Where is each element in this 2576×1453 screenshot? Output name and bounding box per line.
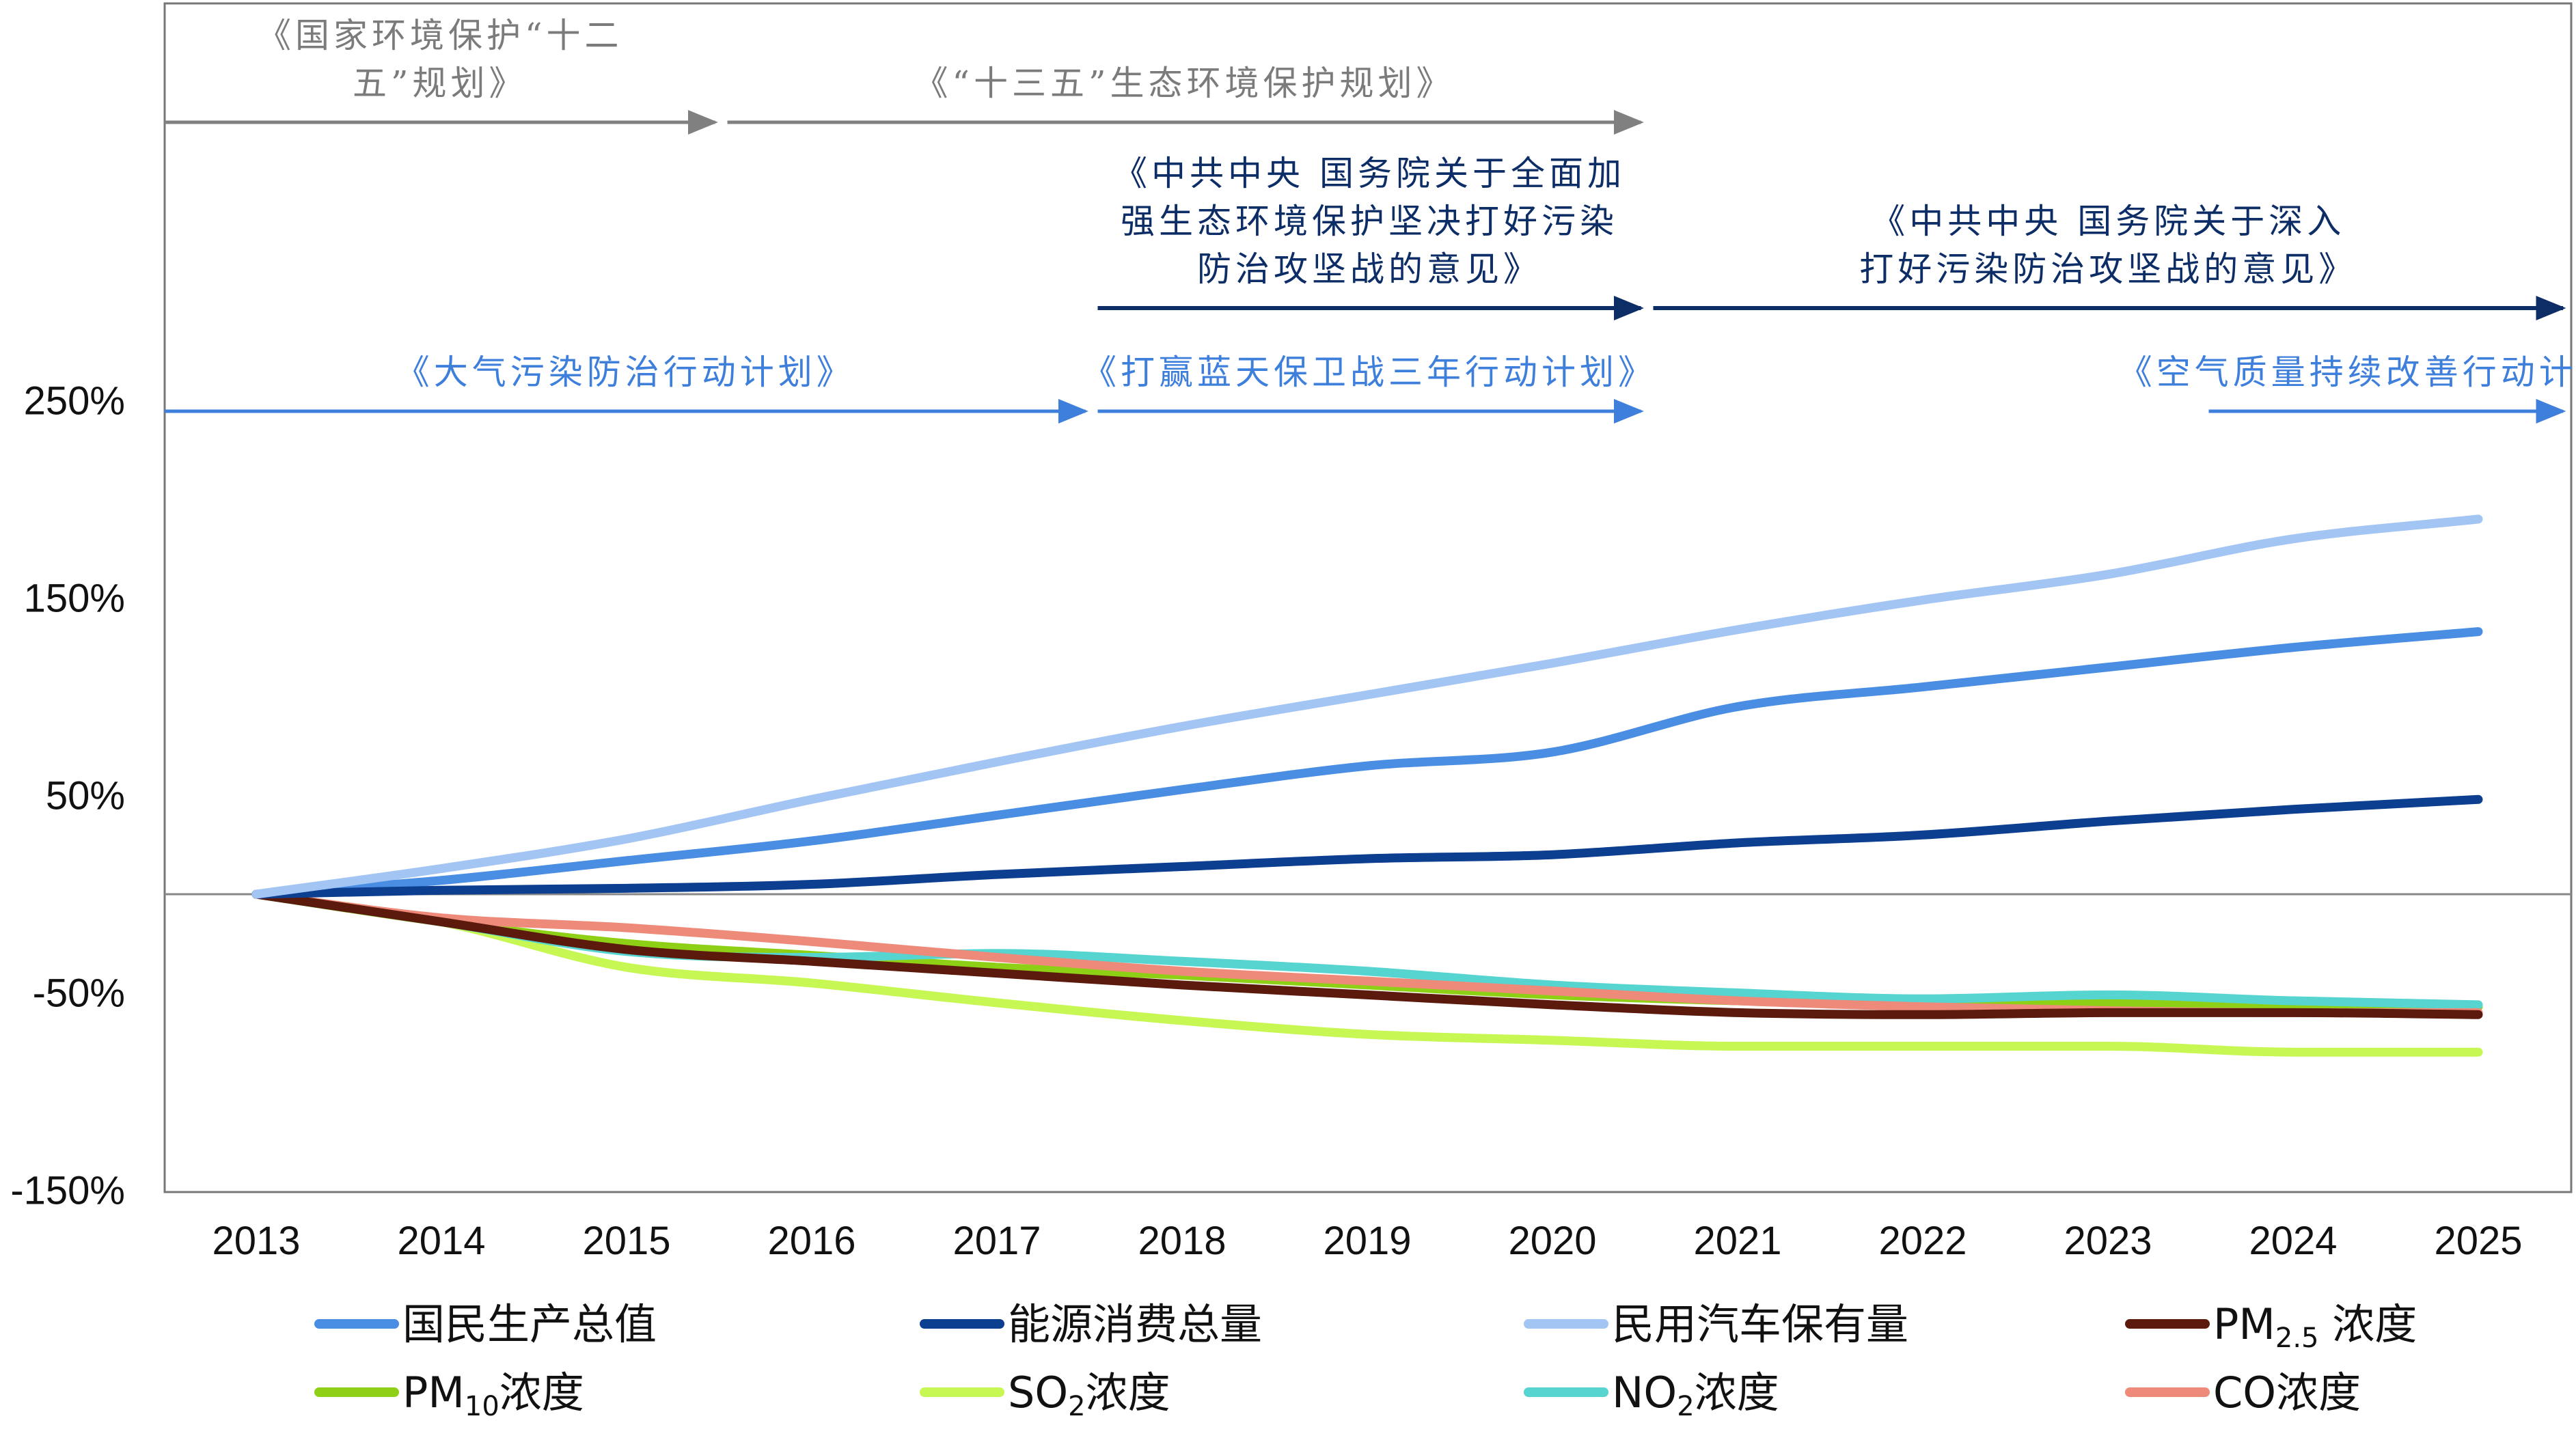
y-tick-label: 150% (24, 577, 125, 621)
legend-item: 能源消费总量 (920, 1299, 1262, 1349)
policy-annotation: 《打赢蓝天保卫战三年行动计划》 (1082, 352, 1656, 424)
series-line (251, 889, 2483, 1057)
x-tick-label: 2020 (1508, 1219, 1596, 1263)
policy-title: 防治攻坚战的意见》 (1197, 249, 1542, 289)
x-tick-label: 2018 (1138, 1219, 1226, 1263)
x-tick-label: 2015 (582, 1219, 670, 1263)
policy-title: 《中共中央 国务院关于深入 (1871, 202, 2345, 241)
policy-title: 《大气污染防治行动计划》 (396, 352, 855, 392)
legend-item: PM10浓度 (314, 1368, 584, 1422)
legend: 国民生产总值 能源消费总量 民用汽车保有量 PM2.5 浓度 PM10浓度 SO2浓度 NO… (314, 1299, 2417, 1422)
x-tick-label: 2014 (397, 1219, 485, 1263)
legend-item: SO2浓度 (920, 1368, 1170, 1422)
y-tick-label: -50% (33, 971, 125, 1016)
legend-label: PM2.5 浓度 (2213, 1299, 2417, 1354)
policy-title: 《中共中央 国务院关于全面加 (1113, 154, 1626, 193)
policy-annotation: 《大气污染防治行动计划》 (165, 352, 1088, 424)
legend-label: 国民生产总值 (402, 1299, 657, 1349)
x-tick-label: 2024 (2249, 1219, 2337, 1263)
x-tick-label: 2013 (212, 1219, 300, 1263)
y-axis-ticks: 250% 150% 50% -50% -150% (10, 379, 125, 1213)
x-tick-label: 2016 (767, 1219, 855, 1263)
legend-label: SO2浓度 (1008, 1368, 1170, 1422)
legend-item: 国民生产总值 (314, 1299, 657, 1349)
policy-annotation: 《国家环境保护“十二五”规划》 (165, 16, 718, 135)
legend-label: 民用汽车保有量 (1612, 1299, 1908, 1349)
x-tick-label: 2023 (2064, 1219, 2152, 1263)
series-line (251, 627, 2483, 899)
legend-item: 民用汽车保有量 (1524, 1299, 1908, 1349)
policy-annotation: 《“十三五”生态环境保护规划》 (727, 64, 1644, 135)
series-line (251, 889, 2483, 1019)
legend-item: CO浓度 (2125, 1368, 2361, 1417)
x-tick-label: 2025 (2434, 1219, 2522, 1263)
series-line (251, 514, 2483, 899)
policy-title: 《打赢蓝天保卫战三年行动计划》 (1082, 352, 1656, 392)
x-tick-label: 2019 (1323, 1219, 1411, 1263)
x-tick-label: 2022 (1878, 1219, 1967, 1263)
y-tick-label: 50% (46, 774, 125, 818)
policy-title: 强生态环境保护坚决打好污染 (1121, 202, 1618, 241)
policy-annotation: 《空气质量持续改善行动计划》 (2118, 352, 2576, 424)
policy-title: 打好污染防治攻坚战的意见》 (1859, 249, 2357, 289)
policy-annotations: 《国家环境保护“十二五”规划》 《“十三五”生态环境保护规划》《中共中央 国务院关… (165, 16, 2576, 424)
legend-label: PM10浓度 (402, 1368, 584, 1422)
series-lines (251, 514, 2483, 1057)
x-tick-label: 2021 (1693, 1219, 1781, 1263)
policy-title: 五”规划》 (353, 64, 527, 103)
legend-item: NO2浓度 (1524, 1368, 1779, 1422)
legend-label: CO浓度 (2213, 1368, 2361, 1417)
series-line (251, 794, 2483, 899)
policy-title: 《“十三五”生态环境保护规划》 (914, 64, 1454, 103)
legend-label: NO2浓度 (1612, 1368, 1779, 1422)
x-axis-ticks: 2013 2014 2015 2016 2017 2018 2019 2020 2021 2022… (212, 1219, 2522, 1263)
legend-item: PM2.5 浓度 (2125, 1299, 2417, 1354)
policy-title: 《空气质量持续改善行动计划》 (2118, 352, 2576, 392)
policy-title: 《国家环境保护“十二 (257, 16, 623, 55)
legend-label: 能源消费总量 (1008, 1299, 1262, 1349)
y-tick-label: -150% (10, 1169, 125, 1213)
plot-frame (163, 2, 2573, 1193)
x-tick-label: 2017 (953, 1219, 1041, 1263)
y-tick-label: 250% (24, 379, 125, 424)
